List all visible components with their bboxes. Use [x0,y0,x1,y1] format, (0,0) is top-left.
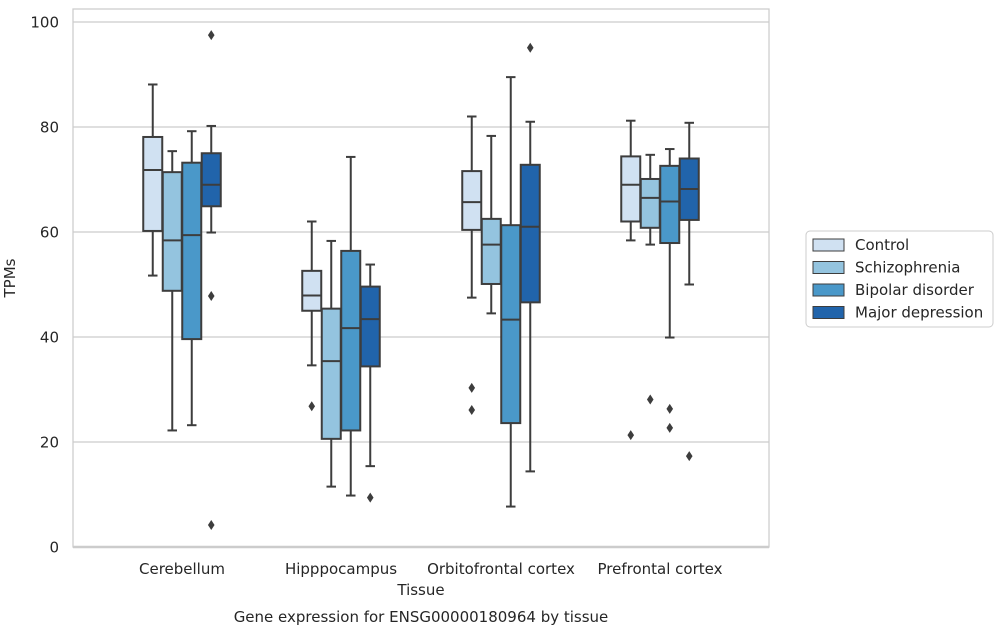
legend-swatch [812,306,845,319]
box-iqr [639,177,661,229]
box-1-0 [301,220,323,412]
box-1-3 [359,263,381,503]
box-2-2 [500,76,522,508]
x-tick-label: Prefrontal cortex [598,560,723,578]
outlier-point [468,404,476,415]
legend-swatch [812,261,845,274]
y-tick-label: 0 [49,539,59,557]
legend: Control Schizophrenia Bipolar disorder Majo… [805,230,994,328]
legend-item: Schizophrenia [812,259,960,277]
box-iqr [500,224,522,425]
box-iqr [659,164,681,245]
box-group-1 [301,155,381,503]
x-axis-label: Tissue [396,581,444,599]
box-iqr [480,217,502,285]
y-tick-labels: 0 20 40 60 80 100 [30,14,59,557]
y-tick-label: 20 [40,434,59,452]
box-iqr [181,161,203,341]
box-iqr [519,163,541,304]
box-2-3 [519,42,541,473]
outlier-point [366,492,374,503]
box-iqr [142,135,164,232]
legend-item: Bipolar disorder [812,281,975,299]
box-3-2 [659,148,681,433]
box-2-0 [461,115,483,415]
box-iqr [620,155,642,223]
outlier-point [627,430,635,441]
box-group-3 [620,119,700,462]
legend-frame [805,230,994,328]
outlier-point [666,422,674,433]
box-group-2 [461,42,541,508]
legend-item: Major depression [812,304,983,322]
outlier-point [207,519,215,530]
figure-caption: Gene expression for ENSG00000180964 by t… [234,608,609,626]
x-tick-labels: Cerebellum Hipppocampus Orbitofrontal cort… [139,560,723,578]
y-tick-label: 80 [40,119,59,137]
box-iqr [320,307,342,440]
box-iqr [359,285,381,368]
y-tick-label: 40 [40,329,59,347]
legend-label: Bipolar disorder [855,281,975,299]
y-tick-label: 100 [30,14,59,32]
outlier-point [666,403,674,414]
x-tick-label: Cerebellum [139,560,225,578]
legend-label: Major depression [855,304,983,322]
box-3-3 [678,121,700,462]
legend-swatch [812,238,845,252]
outlier-point [646,394,654,405]
legend-label: Control [855,236,909,254]
box-iqr [301,269,323,312]
outlier-point [308,401,316,412]
y-axis-label: TPMs [1,258,19,298]
legend-item: Control [812,236,909,254]
box-iqr [461,170,483,231]
outlier-point [207,30,215,41]
y-tick-label: 60 [40,224,59,242]
x-tick-label: Orbitofrontal cortex [427,560,575,578]
box-groups [142,30,700,530]
box-0-3 [200,30,222,530]
box-iqr [200,152,222,208]
box-iqr [340,249,362,432]
outlier-point [526,42,534,53]
box-iqr [161,171,183,292]
outlier-point [468,382,476,393]
box-0-2 [181,130,203,427]
legend-label: Schizophrenia [855,259,960,277]
box-3-0 [620,119,642,441]
outlier-point [207,291,215,302]
x-tick-label: Hipppocampus [285,560,397,578]
legend-swatch [812,283,845,297]
box-group-0 [142,30,222,530]
outlier-point [685,451,693,462]
